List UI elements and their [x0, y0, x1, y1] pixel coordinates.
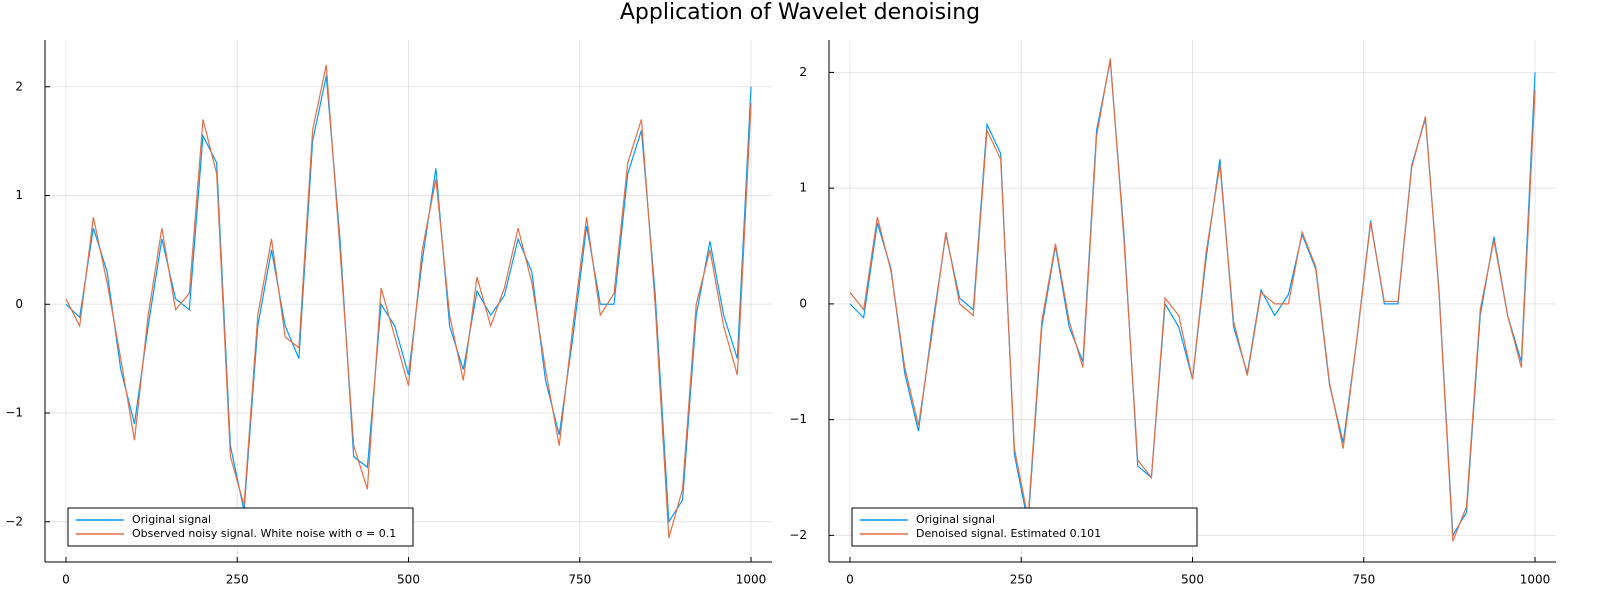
- x-tick-label: 500: [397, 573, 420, 587]
- legend-label: Observed noisy signal. White noise with …: [132, 527, 396, 540]
- y-tick-label: 2: [799, 65, 807, 79]
- y-tick-label: −1: [789, 412, 807, 426]
- x-tick-label: 500: [1181, 573, 1204, 587]
- legend-box: [851, 507, 1198, 547]
- line: [849, 58, 1536, 542]
- figure-title: Application of Wavelet denoising: [620, 0, 980, 25]
- x-tick-label: 250: [226, 573, 249, 587]
- y-tick-label: 0: [799, 296, 807, 310]
- y-tick-label: −2: [789, 528, 807, 542]
- line: [65, 75, 752, 524]
- line: [65, 64, 752, 539]
- x-tick-label: 0: [846, 573, 854, 587]
- y-tick-label: 1: [799, 181, 807, 195]
- x-tick-label: 1000: [1520, 573, 1551, 587]
- y-tick-label: 2: [15, 79, 23, 93]
- y-tick-label: 0: [15, 297, 23, 311]
- x-tick-label: 750: [568, 573, 591, 587]
- x-tick-label: 750: [1352, 573, 1375, 587]
- legend-label: Original signal: [132, 513, 211, 526]
- x-tick-label: 1000: [736, 573, 767, 587]
- y-tick-label: 1: [15, 188, 23, 202]
- legend-box: [67, 507, 414, 547]
- y-tick-label: −2: [5, 514, 23, 528]
- legend-label: Original signal: [916, 513, 995, 526]
- y-tick-label: −1: [5, 406, 23, 420]
- x-tick-label: 250: [1010, 573, 1033, 587]
- x-tick-label: 0: [62, 573, 70, 587]
- legend-label: Denoised signal. Estimated 0.101: [916, 527, 1101, 540]
